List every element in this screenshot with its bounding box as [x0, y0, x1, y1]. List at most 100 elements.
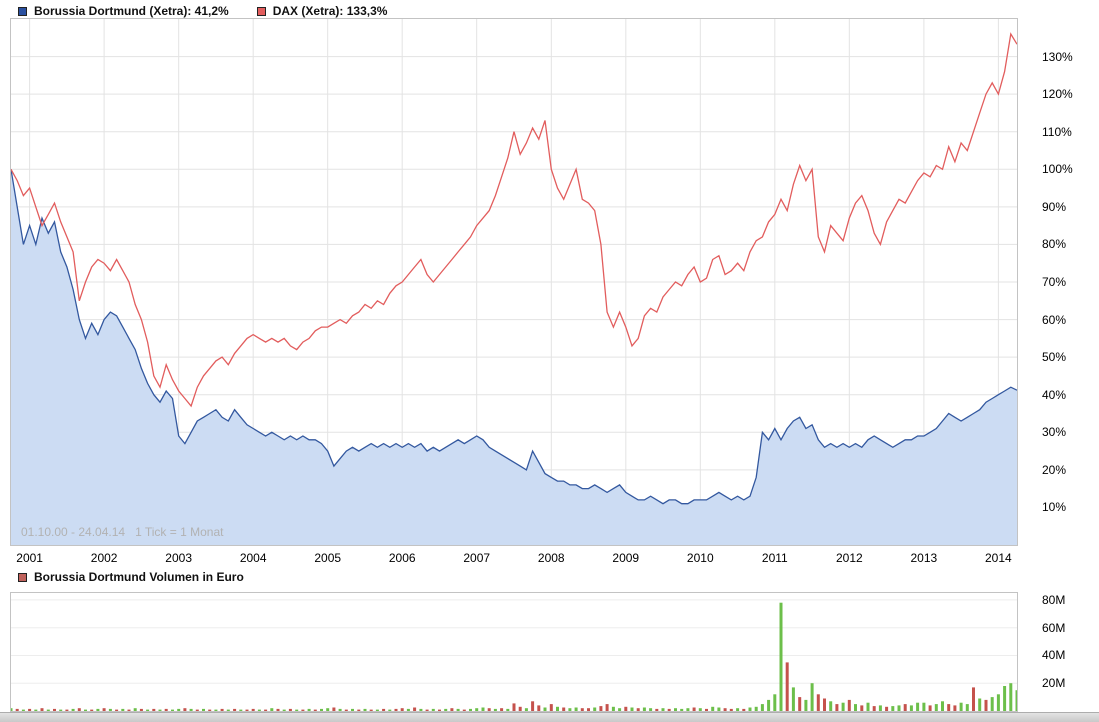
volume-bar [450, 708, 454, 711]
volume-bar [574, 707, 578, 711]
volume-bar [257, 709, 261, 711]
x-axis-year-label: 2011 [761, 551, 788, 565]
volume-bar [562, 707, 566, 711]
volume-bar [202, 708, 205, 711]
volume-bar [462, 709, 466, 711]
volume-bar [1009, 683, 1013, 711]
price-y-axis-label: 100% [1042, 162, 1073, 176]
x-axis-year-label: 2007 [463, 551, 491, 565]
volume-bar [239, 709, 243, 711]
volume-bar [195, 709, 199, 711]
volume-bar [493, 708, 497, 711]
volume-bar [829, 701, 833, 711]
volume-bar [40, 708, 44, 711]
volume-bar [580, 708, 584, 711]
volume-bar [984, 699, 988, 711]
horizontal-scrollbar[interactable] [0, 712, 1099, 722]
volume-bar [791, 687, 795, 711]
volume-bar [618, 708, 622, 711]
volume-bar [916, 702, 920, 711]
volume-bar [164, 708, 168, 711]
volume-bar [406, 708, 410, 711]
volume-bar [587, 708, 590, 711]
volume-bar [338, 708, 342, 711]
volume-y-axis-label: 20M [1042, 676, 1066, 690]
volume-bar [996, 694, 1000, 711]
volume-bar [760, 704, 764, 711]
x-axis-year-label: 2005 [314, 551, 342, 565]
volume-bar [847, 699, 851, 711]
date-range-watermark: 01.10.00 - 24.04.14 1 Tick = 1 Monat [21, 525, 224, 539]
volume-bar [599, 706, 603, 711]
volume-bar [382, 708, 386, 711]
volume-bar [506, 708, 510, 711]
price-y-axis-label: 80% [1042, 237, 1067, 251]
volume-bar [171, 709, 174, 711]
volume-bar [878, 705, 882, 711]
volume-bar [959, 702, 963, 711]
dax-legend-label: DAX (Xetra): 133,3% [272, 4, 388, 18]
volume-bar [512, 703, 516, 711]
volume-bar [288, 708, 292, 711]
volume-bar [841, 702, 845, 711]
volume-bar [108, 708, 112, 711]
volume-bar [729, 708, 733, 711]
volume-bar [680, 708, 684, 711]
price-chart[interactable]: 01.10.00 - 24.04.14 1 Tick = 1 Monat [10, 18, 1018, 546]
volume-bar [518, 706, 522, 711]
volume-bar [941, 701, 944, 711]
volume-bar [245, 709, 249, 711]
x-axis-year-label: 2013 [910, 551, 938, 565]
volume-bar [388, 709, 392, 711]
x-axis-year-label: 2006 [388, 551, 416, 565]
volume-bar [810, 683, 814, 711]
volume-bar [500, 708, 504, 711]
volume-bar [77, 708, 81, 711]
volume-gridlines [11, 599, 1017, 684]
volume-bar [723, 708, 727, 711]
volume-bar [692, 707, 696, 711]
volume-bar [798, 697, 802, 711]
volume-bar [990, 697, 994, 711]
volume-bar [369, 709, 373, 711]
price-y-axis-label: 20% [1042, 463, 1067, 477]
volume-bar [15, 708, 19, 711]
volume-bar [953, 705, 957, 711]
volume-bar [313, 709, 317, 711]
volume-bar [139, 708, 143, 711]
volume-bar [90, 709, 94, 711]
bvb-area-fill [11, 169, 1017, 545]
volume-bar [226, 709, 230, 711]
legend-item-volume: Borussia Dortmund Volumen in Euro [18, 570, 244, 584]
price-y-axis-label: 30% [1042, 425, 1067, 439]
volume-bar [978, 698, 982, 711]
volume-bar [934, 704, 938, 711]
volume-bar [264, 709, 268, 711]
volume-bar [909, 705, 913, 711]
volume-bar [624, 706, 628, 711]
volume-bar [400, 708, 404, 711]
volume-bar [1015, 690, 1017, 711]
x-axis-year-label: 2003 [165, 551, 193, 565]
volume-bar [21, 709, 25, 711]
x-axis-year-label: 2008 [537, 551, 565, 565]
volume-bar [394, 708, 398, 711]
volume-bar [357, 709, 361, 711]
volume-bar [568, 708, 572, 711]
x-axis-year-label: 2010 [686, 551, 714, 565]
price-y-axis-label: 40% [1042, 388, 1067, 402]
volume-bar [438, 709, 441, 711]
volume-bar [748, 707, 752, 711]
volume-chart[interactable] [10, 592, 1018, 712]
volume-bar [363, 708, 367, 711]
volume-y-axis-label: 60M [1042, 621, 1066, 635]
volume-bar [487, 708, 491, 711]
volume-bar [785, 662, 789, 711]
volume-bar [233, 708, 237, 711]
volume-bar [208, 709, 212, 711]
volume-bar [251, 708, 255, 711]
volume-bar [779, 602, 783, 711]
bvb-legend-swatch-icon [18, 6, 27, 16]
price-chart-legend: Borussia Dortmund (Xetra): 41,2% DAX (Xe… [18, 4, 387, 18]
volume-bar [59, 709, 63, 711]
